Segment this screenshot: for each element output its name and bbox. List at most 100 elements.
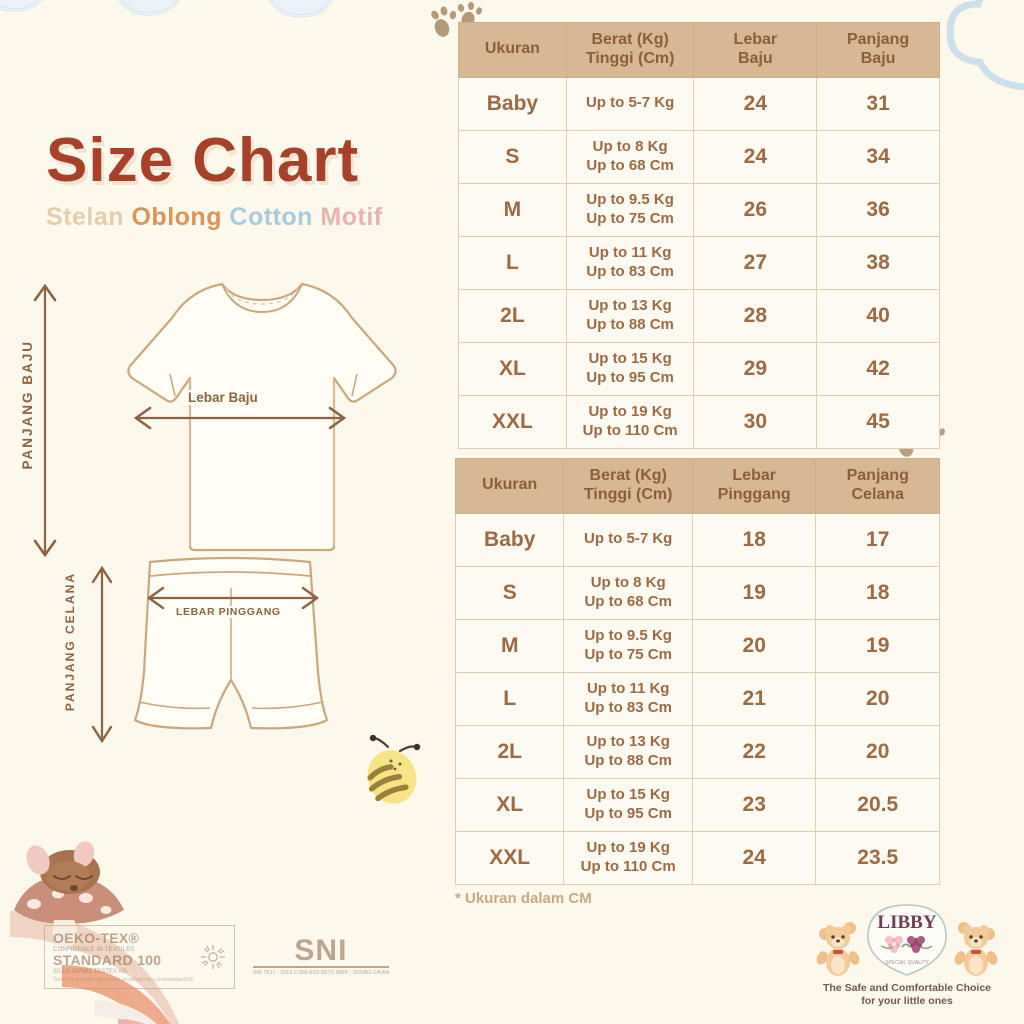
shirt-width-label: Lebar Baju [182,390,264,405]
shirt-length-label: PANJANG BAJU [20,340,35,470]
cell-lebar: 19 [691,565,817,620]
cell-size: 2L [458,288,567,343]
oeko-line1: OEKO-TEX® [53,930,140,946]
cell-panjang: 38 [816,235,940,290]
oeko-line3: STANDARD 100 [53,952,162,969]
cell-spec: Up to 9.5 Kg Up to 75 Cm [565,182,695,237]
table-row: Baby Up to 5-7 Kg 24 31 [458,76,940,131]
cell-size: S [454,565,565,620]
cell-size: S [458,129,567,184]
cell-size: Baby [454,512,565,567]
teddy-bear-right-icon [954,921,998,976]
bee-icon [367,735,421,804]
cell-spec: Up to 19 Kg Up to 110 Cm [563,830,693,885]
cell-spec: Up to 19 Kg Up to 110 Cm [565,394,695,449]
shorts-waist-arrow [146,586,320,610]
table-row: XXL Up to 19 Kg Up to 110 Cm 24 23.5 [454,830,940,885]
header-lebar-baju: Lebar Baju [693,22,818,78]
cloud-outline-top-right [946,0,1024,90]
cell-lebar: 27 [693,235,818,290]
cell-lebar: 29 [693,341,818,396]
oeko-line4: 20.0.0 1678B1 TESTEX AG [53,969,127,976]
cell-panjang: 45 [816,394,940,449]
table-baju-body: Baby Up to 5-7 Kg 24 31 S Up to 8 Kg Up … [458,76,940,449]
brand-logo-block: LIBBY SPECIAL QUALITY [812,902,1002,1008]
table-row: M Up to 9.5 Kg Up to 75 Cm 20 19 [454,618,940,673]
shorts-waist-label: LEBAR PINGGANG [173,606,284,618]
sni-badge: SNI SNI 7617 : 2013 2.SNI-623-3DTV MRP :… [252,936,390,978]
cell-panjang: 20 [815,671,940,726]
cell-spec: Up to 5-7 Kg [565,76,695,131]
cell-lebar: 21 [691,671,817,726]
table-header-row: Ukuran Berat (Kg) Tinggi (Cm) Lebar Baju… [458,22,940,78]
subtitle-word-1: Stelan [46,203,125,232]
shirt-diagram: PANJANG BAJU Lebar Baju [20,278,442,563]
brand-tagline-line1: The Safe and Comfortable Choice [822,981,992,994]
header-ukuran: Ukuran [454,458,565,514]
brand-tagline-line2: for your little ones [861,994,953,1007]
oeko-sunburst-icon [200,945,225,970]
cell-size: XL [458,341,567,396]
subtitle-word-2: Oblong [131,203,222,232]
cell-panjang: 31 [816,76,940,131]
header-berat-tinggi: Berat (Kg) Tinggi (Cm) [563,458,693,514]
cell-spec: Up to 13 Kg Up to 88 Cm [563,724,693,779]
cell-lebar: 26 [693,182,818,237]
cell-panjang: 18 [815,565,940,620]
cell-panjang: 23.5 [815,830,940,885]
cell-panjang: 36 [816,182,940,237]
table-row: M Up to 9.5 Kg Up to 75 Cm 26 36 [458,182,940,237]
table-row: L Up to 11 Kg Up to 83 Cm 27 38 [458,235,940,290]
header-panjang-baju: Panjang Baju [816,22,940,78]
size-table-celana: Ukuran Berat (Kg) Tinggi (Cm) Lebar Ping… [454,458,940,885]
sni-sublabel: SNI 7617 : 2013 2.SNI-623-3DTV MRP : 315… [252,970,390,977]
cell-size: M [454,618,565,673]
oeko-tex-badge: OEKO-TEX® CONFIDENCE IN TEXTILES STANDAR… [44,925,235,990]
libby-shield-logo: LIBBY SPECIAL QUALITY [867,903,947,976]
cell-size: L [454,671,565,726]
shorts-diagram: PANJANG CELANA LEBAR PINGGANG [55,552,405,757]
cell-spec: Up to 13 Kg Up to 88 Cm [565,288,695,343]
table-row: S Up to 8 Kg Up to 68 Cm 19 18 [454,565,940,620]
subtitle-word-3: Cotton [229,203,313,232]
subtitle-word-4: Motif [320,203,383,232]
title-block: Size Chart Stelan Oblong Cotton Motif [46,128,446,232]
corner-arc-decoration [9,911,180,1024]
shorts-length-arrow [91,565,113,744]
cell-lebar: 28 [693,288,818,343]
cell-size: Baby [458,76,567,131]
table-row: Baby Up to 5-7 Kg 18 17 [454,512,940,567]
cell-lebar: 24 [693,129,818,184]
table-row: S Up to 8 Kg Up to 68 Cm 24 34 [458,129,940,184]
cell-size: M [458,182,567,237]
cell-spec: Up to 15 Kg Up to 95 Cm [563,777,693,832]
header-berat-tinggi: Berat (Kg) Tinggi (Cm) [565,22,695,78]
header-lebar-pinggang: Lebar Pinggang [691,458,817,514]
cell-spec: Up to 11 Kg Up to 83 Cm [565,235,695,290]
shorts-length-label: PANJANG CELANA [63,572,77,712]
footnote-unit: * Ukuran dalam CM [455,890,592,907]
cell-spec: Up to 9.5 Kg Up to 75 Cm [563,618,693,673]
table-header-row: Ukuran Berat (Kg) Tinggi (Cm) Lebar Ping… [454,458,940,514]
cell-lebar: 20 [691,618,817,673]
cell-panjang: 42 [816,341,940,396]
cell-size: XXL [458,394,567,449]
teddy-bear-left-icon [816,921,860,976]
cell-lebar: 23 [691,777,817,832]
cell-lebar: 22 [691,724,817,779]
cell-size: XXL [454,830,565,885]
cell-size: 2L [454,724,565,779]
brand-tagline: The Safe and Comfortable Choice for your… [812,982,1002,1008]
table-row: 2L Up to 13 Kg Up to 88 Cm 28 40 [458,288,940,343]
oeko-line5: Tested for harmful substances. www.oeko-… [53,976,194,983]
table-row: XXL Up to 19 Kg Up to 110 Cm 30 45 [458,394,940,449]
page-subtitle: Stelan Oblong Cotton Motif [46,203,446,232]
cell-size: XL [454,777,565,832]
table-celana-body: Baby Up to 5-7 Kg 18 17 S Up to 8 Kg Up … [454,512,940,885]
cell-lebar: 24 [693,76,818,131]
sni-label: SNI [252,936,390,969]
cell-lebar: 18 [691,512,817,567]
brand-name-text: LIBBY [877,912,936,933]
cell-panjang: 34 [816,129,940,184]
page-title: Size Chart [46,126,360,195]
